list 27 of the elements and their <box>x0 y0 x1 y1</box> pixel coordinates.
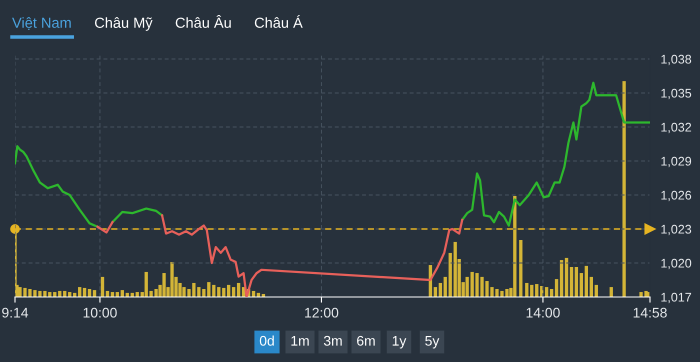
text: 3m <box>324 336 342 346</box>
text: 5y <box>425 336 440 348</box>
text: Việt Nam <box>12 17 71 30</box>
y-tick-label: 1,017 <box>661 292 692 304</box>
y-tick-label: 1,020 <box>661 258 692 270</box>
bar <box>513 196 516 297</box>
text: 1y <box>392 336 406 348</box>
text: Châu Á <box>254 15 303 28</box>
text: 0d <box>260 336 274 346</box>
x-tick-label: 12:00 <box>305 308 338 318</box>
y-tick-label: 1,032 <box>661 122 692 134</box>
x-tick-label: 10:00 <box>84 308 117 318</box>
y-tick-label: 1,029 <box>661 156 692 168</box>
text: 1m <box>291 336 309 346</box>
x-tick-label: 9:14 <box>2 308 28 318</box>
bar <box>610 287 613 297</box>
y-tick-label: 1,035 <box>661 88 692 100</box>
bar <box>622 81 626 297</box>
y-tick-label: 1,026 <box>661 190 692 202</box>
y-tick-label: 1,023 <box>661 224 692 236</box>
text: Châu Mỹ <box>94 17 153 31</box>
x-tick-label: 14:58 <box>634 308 667 318</box>
bar <box>519 240 522 297</box>
x-tick-label: 14:00 <box>526 308 560 318</box>
text: Châu Âu <box>176 15 231 28</box>
text: 6m <box>357 336 375 346</box>
y-tick-label: 1,038 <box>661 54 692 66</box>
